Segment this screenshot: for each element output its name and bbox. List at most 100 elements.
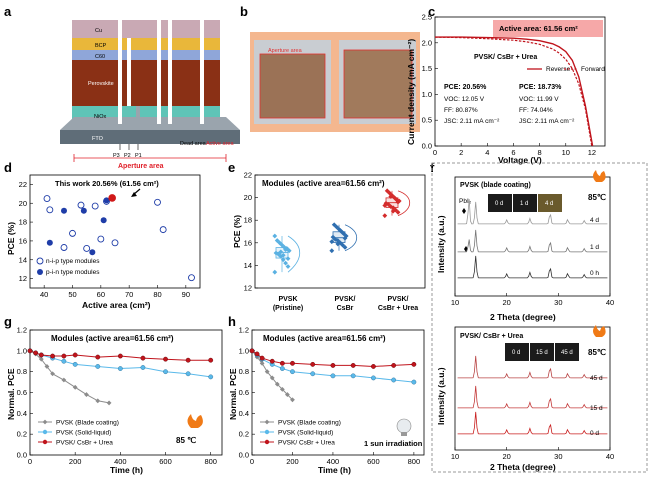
plot-f-bottom-xlabel: 2 Theta (degree) bbox=[490, 462, 556, 472]
data-point bbox=[337, 227, 343, 233]
legend-nip: n-i-p type modules bbox=[46, 258, 100, 265]
layer-label-c60: C60 bbox=[95, 54, 105, 60]
data-point bbox=[72, 352, 78, 358]
data-point bbox=[259, 355, 265, 361]
x-tick-label: 0 bbox=[433, 148, 437, 157]
panel-d: d This work 20.56% (61.56 cm²) 40 50 60 70 8… bbox=[4, 160, 201, 310]
layer-bcp bbox=[72, 38, 220, 50]
data-point bbox=[272, 269, 278, 275]
legend-label: PVSK (Solid-liquid) bbox=[56, 430, 111, 437]
data-point bbox=[395, 199, 401, 205]
f-bottom-trace-label-1: 15 d bbox=[590, 405, 603, 412]
data-point bbox=[285, 264, 291, 269]
plot-d-ylabel: PCE (%) bbox=[6, 222, 16, 255]
plot-f-top-xlabel: 2 Theta (degree) bbox=[490, 312, 556, 322]
data-point bbox=[310, 371, 316, 377]
scribe-dead bbox=[200, 20, 204, 124]
data-point bbox=[350, 373, 356, 379]
y-tick-label: 0.0 bbox=[239, 451, 249, 460]
data-point bbox=[279, 242, 285, 248]
pbi2-label: PbI₂ bbox=[459, 198, 472, 205]
thumb-top-1-label: 1 d bbox=[520, 201, 528, 207]
plot-h-condition: 1 sun irradiation bbox=[364, 439, 423, 448]
data-point bbox=[329, 248, 335, 254]
label-active-area: Active area bbox=[206, 141, 234, 147]
cat-pristine-1: PVSK bbox=[278, 296, 297, 303]
x-tick-label: 12 bbox=[588, 148, 596, 157]
data-point bbox=[279, 360, 285, 366]
plot-f-bottom-ylabel: Intensity (a.u.) bbox=[436, 367, 446, 425]
data-point bbox=[117, 366, 123, 371]
label-p2: P2 bbox=[124, 153, 131, 159]
layer-c60 bbox=[72, 50, 220, 60]
panel-label-f: f bbox=[430, 160, 435, 175]
legend-pin-marker bbox=[37, 269, 43, 275]
c-rev-pce: PCE: 20.56% bbox=[444, 84, 487, 91]
plot-g-xlabel: Time (h) bbox=[110, 465, 143, 475]
data-point bbox=[390, 205, 396, 211]
thumb-bottom-1-label: 15 d bbox=[536, 350, 548, 356]
cat-urea-2: CsBr + Urea bbox=[378, 305, 418, 312]
data-point bbox=[185, 371, 191, 377]
legend-nip-marker bbox=[36, 257, 44, 265]
point-nip bbox=[111, 239, 119, 247]
thumb-top-2-label: 4 d bbox=[545, 201, 553, 207]
legend-label: PVSK (Solid-liquid) bbox=[278, 430, 333, 437]
plot-f-top-temp: 85℃ bbox=[588, 193, 606, 202]
plot-c-marks: 0 2 4 6 8 10 12 0.0 0.5 1.0 1.5 2.0 2.5 bbox=[422, 13, 597, 158]
point-nip bbox=[91, 202, 99, 210]
legend-pin: p-i-n type modules bbox=[46, 269, 100, 276]
data-point bbox=[140, 365, 146, 370]
point-nip bbox=[154, 198, 161, 206]
f-bottom-trace-label-0: 45 d bbox=[590, 375, 603, 382]
photo-1-aperture-label: Aperture area bbox=[268, 48, 303, 54]
legend-label: PVSK (Blade coating) bbox=[278, 420, 341, 427]
data-point bbox=[72, 361, 78, 367]
y-tick-label: 12 bbox=[244, 284, 252, 293]
plot-e-ylabel: PCE (%) bbox=[232, 215, 242, 248]
x-tick-label: 800 bbox=[408, 457, 421, 466]
data-point bbox=[384, 188, 390, 194]
x-tick-label: 10 bbox=[451, 452, 459, 461]
legend-marker bbox=[42, 419, 48, 425]
layer-fto-top bbox=[60, 117, 240, 130]
panel-label-g: g bbox=[4, 314, 12, 329]
data-point bbox=[342, 244, 348, 250]
data-point bbox=[330, 373, 336, 379]
x-tick-label: 40 bbox=[40, 290, 48, 299]
data-point bbox=[285, 392, 290, 397]
data-point bbox=[117, 353, 123, 359]
xrd-trace bbox=[457, 411, 608, 435]
plot-f-bottom-title: PVSK/ CsBr + Urea bbox=[460, 333, 523, 340]
data-point bbox=[274, 381, 280, 387]
flame-icon bbox=[593, 325, 606, 337]
lightbulb-icon bbox=[396, 418, 412, 434]
layer-label-nio: NiOx bbox=[94, 114, 106, 120]
x-tick-label: 30 bbox=[554, 298, 562, 307]
data-point bbox=[95, 364, 101, 369]
data-point bbox=[249, 348, 255, 354]
data-point bbox=[393, 196, 398, 202]
flame-icon bbox=[593, 170, 606, 182]
data-point bbox=[27, 348, 33, 354]
plot-h-ylabel: Normal. PCE bbox=[228, 368, 238, 420]
data-point bbox=[61, 358, 67, 364]
legend-label: PVSK (Blade coating) bbox=[56, 420, 119, 427]
point-nip bbox=[60, 244, 68, 251]
c-fwd-voc: VOC: 11.99 V bbox=[519, 96, 559, 103]
x-tick-label: 60 bbox=[97, 290, 105, 299]
layer-cu bbox=[72, 20, 220, 38]
point-nip bbox=[77, 201, 85, 209]
point-nip bbox=[43, 195, 51, 202]
legend-label: PVSK/ CsBr + Urea bbox=[278, 440, 335, 447]
photo-1-module bbox=[260, 54, 325, 118]
panel-g: g Modules (active area=61.56 cm²) 0 200 40… bbox=[4, 314, 223, 475]
y-tick-label: 14 bbox=[244, 261, 252, 270]
data-point bbox=[290, 397, 295, 403]
data-point bbox=[290, 369, 295, 375]
layer-label-cu: Cu bbox=[95, 28, 102, 34]
y-tick-label: 1.2 bbox=[239, 326, 249, 335]
x-tick-label: 600 bbox=[159, 457, 172, 466]
thumb-bottom-0 bbox=[505, 343, 529, 361]
